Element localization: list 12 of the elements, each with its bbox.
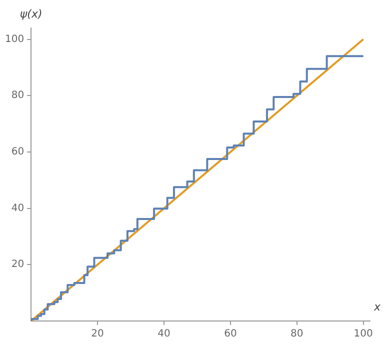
x-tick-label: 20 [91, 328, 104, 340]
x-tick-label: 80 [290, 328, 304, 340]
x-axis-title: x [373, 300, 381, 314]
y-tick-label: 40 [11, 202, 24, 214]
y-tick-label: 80 [11, 90, 24, 102]
y-axis-title: ψ(x) [20, 7, 42, 20]
x-tick-label: 40 [158, 328, 170, 340]
x-tick-label: 100 [354, 328, 373, 340]
y-tick-label: 20 [11, 259, 24, 270]
x-tick-label: 60 [224, 328, 237, 340]
y-tick-label: 100 [4, 34, 24, 45]
y-tick-label: 60 [11, 146, 24, 158]
